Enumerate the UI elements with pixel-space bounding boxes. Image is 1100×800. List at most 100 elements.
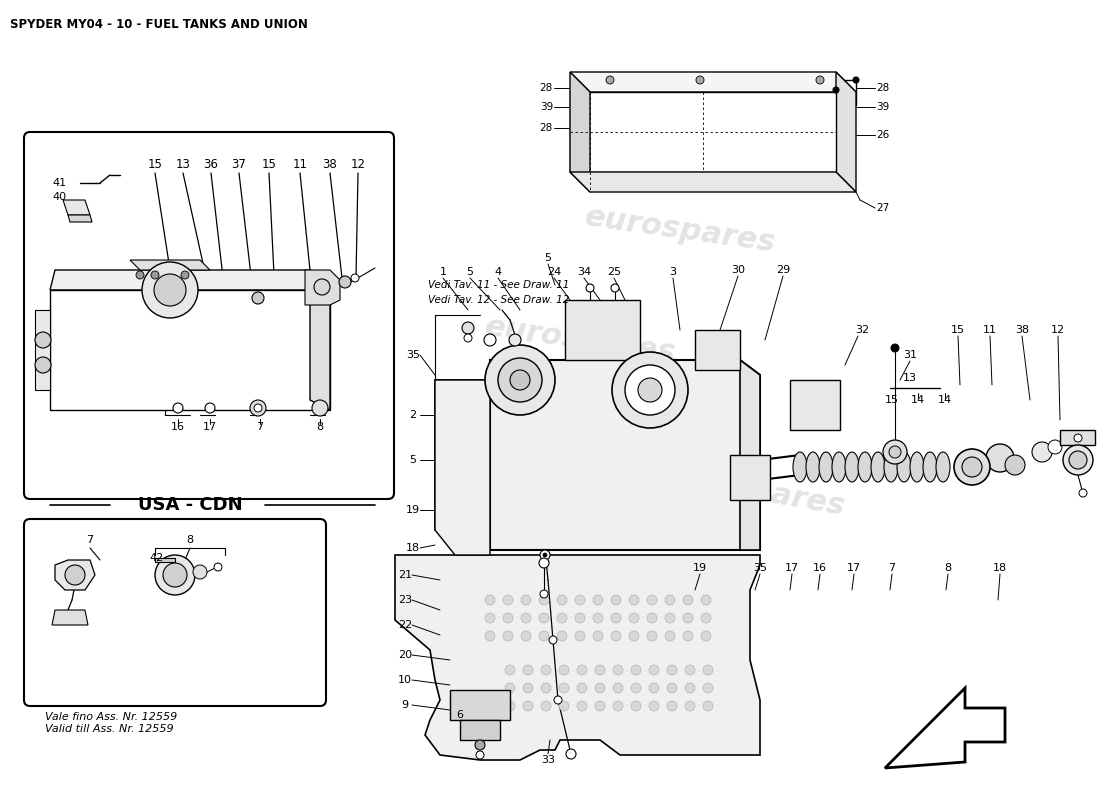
Circle shape	[462, 322, 474, 334]
Text: 15: 15	[952, 325, 965, 335]
Circle shape	[1048, 440, 1062, 454]
Circle shape	[852, 77, 859, 83]
Text: 37: 37	[232, 158, 246, 171]
Circle shape	[586, 284, 594, 292]
Text: 11: 11	[983, 325, 997, 335]
Text: 8: 8	[186, 535, 194, 545]
Text: 14: 14	[911, 395, 925, 405]
Circle shape	[65, 565, 85, 585]
Circle shape	[522, 701, 534, 711]
Polygon shape	[450, 690, 510, 720]
Circle shape	[612, 352, 688, 428]
Polygon shape	[570, 172, 856, 192]
Circle shape	[613, 683, 623, 693]
Circle shape	[593, 613, 603, 623]
Circle shape	[136, 271, 144, 279]
FancyBboxPatch shape	[24, 132, 394, 499]
Circle shape	[1069, 451, 1087, 469]
Circle shape	[685, 701, 695, 711]
Circle shape	[629, 631, 639, 641]
Circle shape	[543, 553, 547, 557]
Text: 34: 34	[576, 267, 591, 277]
Text: 19: 19	[406, 505, 420, 515]
Circle shape	[889, 446, 901, 458]
Circle shape	[685, 665, 695, 675]
Circle shape	[647, 613, 657, 623]
Circle shape	[151, 271, 160, 279]
Circle shape	[578, 665, 587, 675]
Polygon shape	[570, 72, 856, 92]
Polygon shape	[130, 260, 210, 270]
Text: 15: 15	[886, 395, 899, 405]
Polygon shape	[310, 270, 330, 410]
Circle shape	[541, 701, 551, 711]
Text: 28: 28	[876, 83, 889, 93]
Polygon shape	[63, 200, 90, 215]
Text: 10: 10	[398, 675, 412, 685]
Circle shape	[638, 378, 662, 402]
Ellipse shape	[793, 452, 807, 482]
Text: 36: 36	[204, 158, 219, 171]
Text: 30: 30	[732, 265, 745, 275]
Polygon shape	[35, 310, 50, 390]
Circle shape	[575, 631, 585, 641]
Text: 19: 19	[693, 563, 707, 573]
Circle shape	[631, 665, 641, 675]
Circle shape	[610, 613, 621, 623]
Circle shape	[351, 274, 359, 282]
Text: 22: 22	[398, 620, 412, 630]
Circle shape	[205, 403, 214, 413]
Text: 38: 38	[322, 158, 338, 171]
Text: Vedi Tav. 11 - See Draw. 11: Vedi Tav. 11 - See Draw. 11	[428, 280, 570, 290]
Text: Vale fino Ass. Nr. 12559
Valid till Ass. Nr. 12559: Vale fino Ass. Nr. 12559 Valid till Ass.…	[45, 712, 177, 734]
Polygon shape	[68, 215, 92, 222]
Ellipse shape	[806, 452, 820, 482]
Text: 21: 21	[398, 570, 412, 580]
Circle shape	[883, 440, 908, 464]
Circle shape	[557, 595, 566, 605]
Circle shape	[554, 696, 562, 704]
Circle shape	[986, 444, 1014, 472]
Text: 18: 18	[993, 563, 1008, 573]
Text: 7: 7	[256, 422, 264, 432]
Text: 32: 32	[855, 325, 869, 335]
Circle shape	[578, 683, 587, 693]
Circle shape	[503, 613, 513, 623]
Text: 29: 29	[776, 265, 790, 275]
Text: 8: 8	[945, 563, 952, 573]
Text: 41: 41	[52, 178, 66, 188]
Polygon shape	[50, 270, 330, 290]
Text: 5: 5	[466, 267, 473, 277]
Circle shape	[666, 631, 675, 641]
Circle shape	[503, 631, 513, 641]
Text: 16: 16	[170, 422, 185, 432]
Text: 39: 39	[876, 102, 889, 112]
Text: 31: 31	[903, 350, 917, 360]
Circle shape	[613, 701, 623, 711]
Circle shape	[613, 665, 623, 675]
Circle shape	[649, 701, 659, 711]
Circle shape	[505, 701, 515, 711]
Text: eurospares: eurospares	[123, 161, 317, 230]
Text: 6: 6	[456, 710, 463, 720]
Text: 20: 20	[398, 650, 412, 660]
Circle shape	[35, 357, 51, 373]
Ellipse shape	[910, 452, 924, 482]
Circle shape	[505, 683, 515, 693]
Circle shape	[557, 631, 566, 641]
Text: 13: 13	[176, 158, 190, 171]
Circle shape	[539, 613, 549, 623]
Circle shape	[962, 457, 982, 477]
Ellipse shape	[871, 452, 886, 482]
Polygon shape	[730, 455, 770, 500]
Circle shape	[1079, 489, 1087, 497]
Circle shape	[521, 631, 531, 641]
Text: SPYDER MY04 - 10 - FUEL TANKS AND UNION: SPYDER MY04 - 10 - FUEL TANKS AND UNION	[10, 18, 308, 31]
Circle shape	[1063, 445, 1093, 475]
Circle shape	[559, 701, 569, 711]
Circle shape	[631, 683, 641, 693]
Text: 39: 39	[540, 102, 553, 112]
Polygon shape	[565, 300, 640, 360]
Text: 1: 1	[440, 267, 447, 277]
Circle shape	[540, 550, 550, 560]
